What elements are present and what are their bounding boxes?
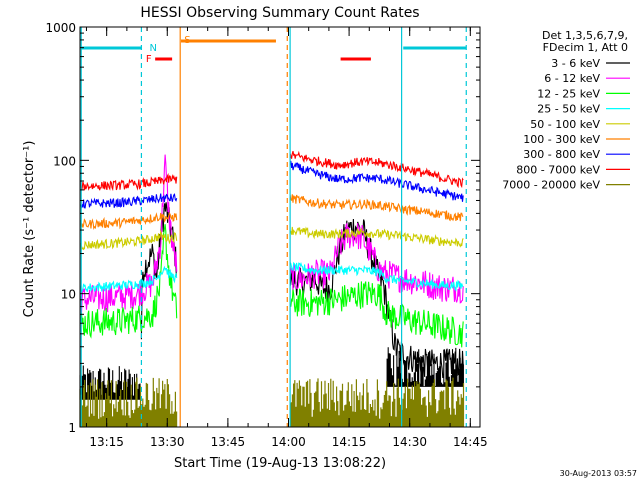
legend-label: 6 - 12 keV bbox=[544, 72, 600, 85]
series-800-7000-segment-1 bbox=[79, 173, 178, 192]
legend-item-7000-20000-kev: 7000 - 20000 keV bbox=[502, 179, 630, 192]
legend-item-100-300-kev: 100 - 300 keV bbox=[523, 133, 630, 146]
attenuator-bars-layer bbox=[80, 27, 467, 427]
plot-frame bbox=[79, 26, 481, 428]
legend-label: 12 - 25 keV bbox=[537, 87, 600, 100]
x-tick-label: 14:30 bbox=[392, 435, 427, 449]
legend-item-12-25-kev: 12 - 25 keV bbox=[537, 87, 630, 100]
series-50-100-kev bbox=[79, 226, 464, 251]
series-300-800-segment-2 bbox=[289, 160, 464, 202]
series-layer bbox=[79, 150, 465, 427]
series-100-300-kev bbox=[79, 194, 464, 230]
series-6-12-segment-1 bbox=[79, 154, 178, 314]
y-axis-label: Count Rate (s⁻¹ detector⁻¹) bbox=[22, 141, 37, 318]
legend-header-line-2: FDecim 1, Att 0 bbox=[543, 41, 628, 54]
legend-item-25-50-kev: 25 - 50 keV bbox=[537, 103, 630, 116]
x-tick-label: 13:30 bbox=[150, 435, 185, 449]
legend-item-3-6-kev: 3 - 6 keV bbox=[551, 57, 630, 70]
plot-border bbox=[79, 26, 481, 428]
series-50-100-segment-2 bbox=[289, 226, 464, 248]
legend-item-6-12-kev: 6 - 12 keV bbox=[544, 72, 630, 85]
legend-label: 800 - 7000 keV bbox=[516, 163, 600, 176]
legend-item-800-7000-kev: 800 - 7000 keV bbox=[516, 163, 630, 176]
x-tick-label: 14:15 bbox=[332, 435, 367, 449]
series-800-7000-segment-2 bbox=[289, 150, 464, 189]
x-axis-label: Start Time (19-Aug-13 13:08:22) bbox=[174, 456, 386, 471]
series-25-50-kev bbox=[79, 261, 464, 293]
series-300-800-segment-1 bbox=[79, 193, 178, 209]
legend-label: 25 - 50 keV bbox=[537, 103, 600, 116]
legend-item-300-800-kev: 300 - 800 keV bbox=[523, 148, 630, 161]
series-25-50-segment-2 bbox=[289, 261, 464, 292]
series-12-25-segment-2 bbox=[289, 281, 464, 348]
legend-label: 7000 - 20000 keV bbox=[502, 179, 600, 192]
axis-ticks: 13:15 13:30 13:45 14:00 14:15 14:30 14:45 1 10 10… bbox=[45, 21, 487, 449]
series-100-300-segment-1 bbox=[79, 212, 178, 230]
chart-title: HESSI Observing Summary Count Rates bbox=[140, 5, 419, 21]
legend-label: 100 - 300 keV bbox=[523, 133, 600, 146]
series-3-6-kev bbox=[79, 202, 464, 400]
x-tick-label: 13:15 bbox=[89, 435, 124, 449]
y-tick-label: 10 bbox=[61, 288, 76, 302]
legend-label: 3 - 6 keV bbox=[551, 57, 600, 70]
x-tick-label: 14:45 bbox=[453, 435, 488, 449]
x-tick-label: 14:00 bbox=[271, 435, 306, 449]
y-tick-label: 1000 bbox=[45, 21, 76, 35]
y-tick-label: 100 bbox=[53, 154, 76, 168]
legend-label: 300 - 800 keV bbox=[523, 148, 600, 161]
flag-labels: NF S bbox=[146, 35, 191, 65]
legend-header-line-1: Det 1,3,5,6,7,9, bbox=[542, 29, 628, 42]
series-50-100-segment-1 bbox=[79, 229, 178, 251]
flag-s-label: S bbox=[184, 35, 190, 46]
series-100-300-segment-2 bbox=[289, 194, 464, 222]
legend-item-50-100-kev: 50 - 100 keV bbox=[530, 118, 630, 131]
x-tick-label: 13:45 bbox=[211, 435, 246, 449]
legend: 3 - 6 keV 6 - 12 keV 12 - 25 keV 25 - 50 ke… bbox=[502, 57, 630, 192]
flag-n-label: N bbox=[149, 43, 156, 54]
legend-label: 50 - 100 keV bbox=[530, 118, 600, 131]
series-25-50-segment-1 bbox=[79, 265, 178, 293]
series-3-6-segment-2 bbox=[289, 218, 464, 387]
footer-date: 30-Aug-2013 03:57 bbox=[560, 469, 637, 478]
flag-f-label: F bbox=[146, 54, 152, 65]
series-6-12-kev bbox=[79, 154, 464, 314]
series-800-7000-kev bbox=[79, 150, 464, 192]
y-tick-label: 1 bbox=[68, 421, 76, 435]
series-300-800-kev bbox=[79, 160, 464, 209]
